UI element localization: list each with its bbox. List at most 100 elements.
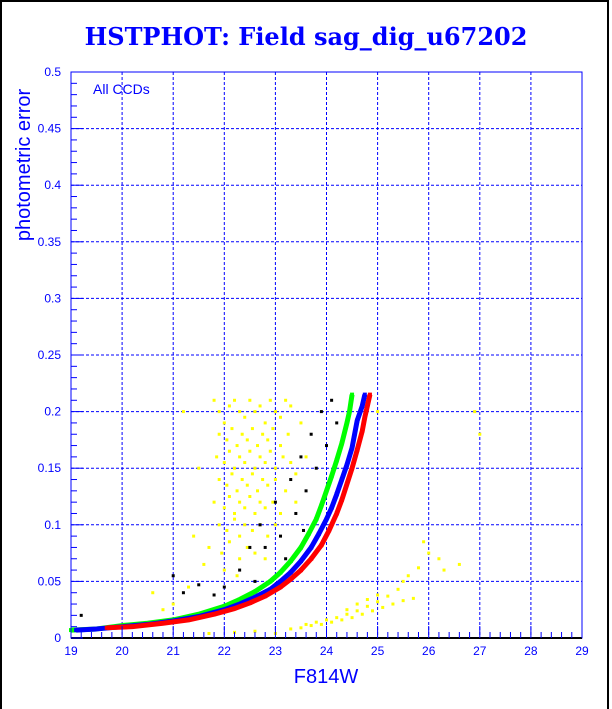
data-point-red (288, 577, 293, 582)
data-point-yellow (197, 466, 201, 470)
data-point-black (171, 574, 175, 578)
data-point-yellow (355, 609, 359, 613)
x-tick-labels: 19 20 21 22 23 24 25 26 27 28 29 (64, 644, 589, 658)
data-point-blue (268, 587, 273, 592)
data-point-yellow (222, 421, 226, 425)
data-point-green (306, 531, 311, 536)
data-point-yellow (263, 557, 267, 561)
data-point-red (350, 466, 355, 471)
data-point-yellow (202, 562, 206, 566)
x-tick-label: 25 (371, 644, 385, 658)
data-point-yellow (411, 596, 415, 600)
data-point-yellow (299, 421, 303, 425)
data-point-black (284, 557, 288, 561)
data-points (69, 392, 482, 635)
data-point-red (344, 482, 349, 487)
data-point-yellow (212, 500, 216, 504)
data-point-yellow (220, 551, 224, 555)
data-point-yellow (345, 612, 349, 616)
data-point-yellow (230, 427, 234, 431)
data-point-yellow (250, 528, 254, 532)
data-point-blue (344, 462, 349, 467)
x-tick-label: 26 (422, 644, 436, 658)
data-point-black (212, 593, 216, 597)
data-point-blue (74, 628, 79, 633)
data-point-yellow (266, 438, 270, 442)
data-point-yellow (238, 534, 242, 538)
data-point-yellow (427, 551, 431, 555)
data-point-blue (339, 477, 344, 482)
data-point-green (319, 503, 324, 508)
data-point-red (360, 428, 365, 433)
data-point-yellow (289, 461, 293, 465)
y-tick-label: 0.25 (38, 348, 62, 362)
data-point-blue (324, 517, 329, 522)
data-point-yellow (284, 398, 288, 402)
data-point-blue (355, 418, 360, 423)
series-band-green (70, 394, 355, 633)
data-point-yellow (238, 557, 242, 561)
data-point-yellow (233, 398, 237, 402)
data-point-yellow (151, 591, 155, 595)
data-point-yellow (258, 455, 262, 459)
data-point-yellow (248, 398, 252, 402)
data-point-red (367, 392, 372, 397)
data-point-yellow (335, 616, 339, 620)
data-point-yellow (263, 506, 267, 510)
data-point-yellow (263, 461, 267, 465)
data-point-yellow (284, 489, 288, 493)
data-point-yellow (233, 511, 237, 515)
data-point-yellow (212, 398, 216, 402)
data-point-yellow (250, 472, 254, 476)
y-tick-label: 0.05 (38, 574, 62, 588)
data-point-yellow (253, 551, 257, 555)
data-point-yellow (192, 534, 196, 538)
data-point-yellow (416, 566, 420, 570)
data-point-yellow (442, 568, 446, 572)
data-point-yellow (340, 618, 344, 622)
data-point-black (289, 478, 293, 482)
data-point-yellow (304, 455, 308, 459)
data-point-black (314, 466, 318, 470)
data-point-yellow (271, 427, 275, 431)
data-point-yellow (299, 626, 303, 630)
series-band-blue (75, 394, 368, 633)
x-tick-label: 22 (218, 644, 232, 658)
y-tick-label: 0.35 (38, 235, 62, 249)
data-point-yellow (222, 461, 226, 465)
data-point-yellow (240, 432, 244, 436)
data-point-green (278, 570, 283, 575)
data-point-green (252, 589, 257, 594)
data-point-yellow (304, 622, 308, 626)
data-point-red (247, 600, 252, 605)
chart-title: HSTPHOT: Field sag_dig_u67202 (84, 22, 528, 51)
data-point-yellow (222, 568, 226, 572)
data-point-yellow (279, 444, 283, 448)
data-point-yellow (238, 500, 242, 504)
data-point-yellow (225, 483, 229, 487)
series-yellow (151, 398, 482, 635)
data-point-yellow (268, 398, 272, 402)
data-point-yellow (314, 620, 318, 624)
data-point-yellow (256, 489, 260, 493)
data-point-yellow (381, 605, 385, 609)
data-point-black (335, 421, 339, 425)
data-point-red (160, 621, 165, 626)
data-point-blue (352, 432, 357, 437)
data-point-blue (278, 579, 283, 584)
data-point-yellow (325, 618, 328, 622)
data-point-yellow (294, 472, 298, 476)
data-point-yellow (289, 404, 293, 408)
data-point-red (309, 556, 314, 561)
data-point-yellow (253, 410, 257, 414)
data-point-yellow (248, 495, 252, 498)
data-point-yellow (217, 410, 221, 414)
x-tick-label: 19 (64, 644, 78, 658)
y-tick-label: 0.2 (44, 405, 61, 419)
data-point-yellow (161, 608, 165, 612)
data-point-green (329, 474, 334, 479)
data-point-black (248, 545, 252, 549)
data-point-yellow (355, 602, 359, 606)
data-point-yellow (250, 427, 254, 431)
